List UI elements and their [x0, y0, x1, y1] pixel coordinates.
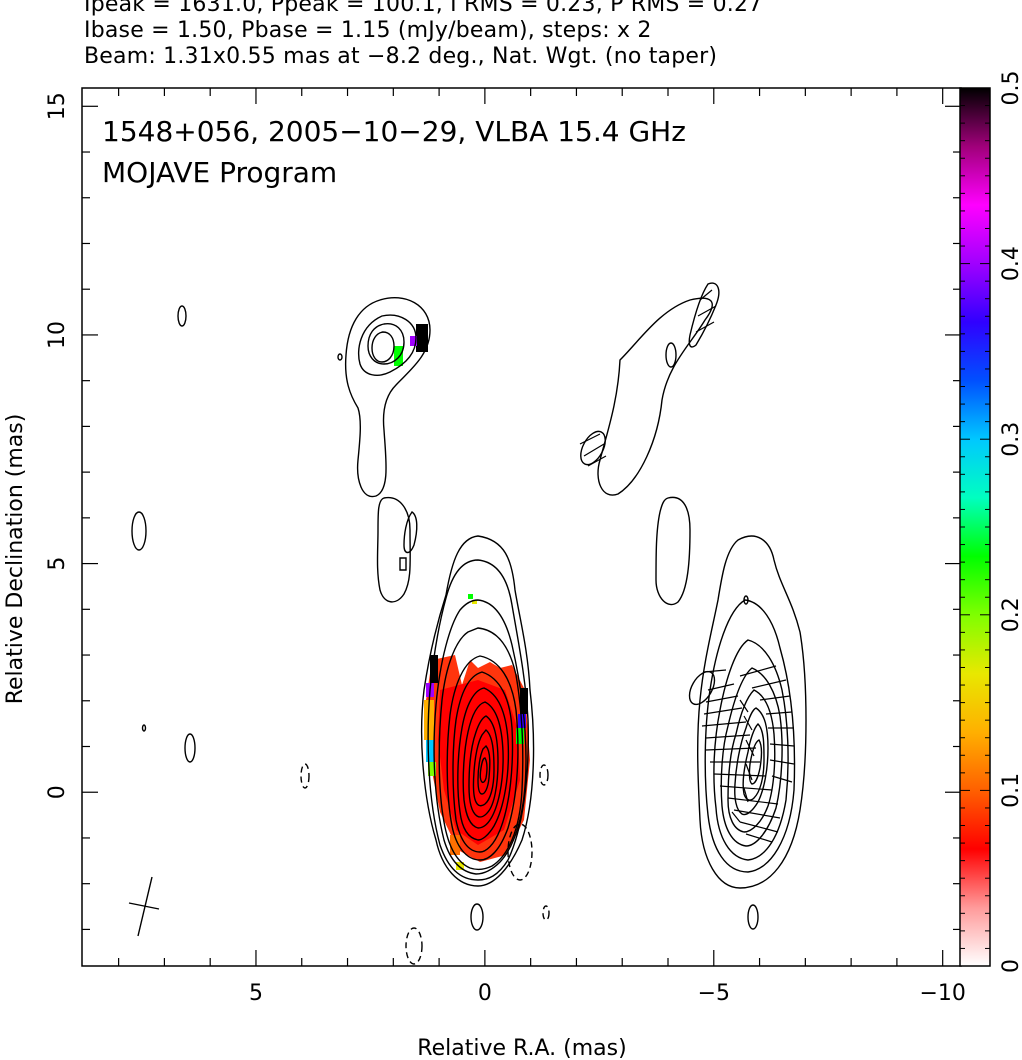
colorbar: 0 0.1 0.2 0.3 0.4 0.5	[959, 71, 1022, 974]
intensity-map	[128, 296, 550, 965]
colorbar-ticks	[960, 87, 990, 967]
y-tick-label: 10	[45, 321, 70, 349]
chart-title: 1548+056, 2005−10−29, VLBA 15.4 GHz	[102, 115, 686, 148]
header-beam-line: Beam: 1.31x0.55 mas at −8.2 deg., Nat. W…	[84, 44, 718, 69]
x-axis-label: Relative R.A. (mas)	[417, 1036, 626, 1060]
beam-symbol	[128, 876, 160, 937]
colorbar-tick-label: 0.1	[999, 773, 1022, 808]
y-tick-label: 15	[45, 92, 70, 120]
colorbar-tick-label: 0.3	[999, 422, 1022, 457]
x-tick-label: 5	[249, 981, 263, 1006]
axis-tick-labels: 5 0 −5 −10 0 5 10 15	[45, 92, 966, 1006]
x-tick-label: 0	[478, 981, 492, 1006]
x-tick-label: −5	[698, 981, 730, 1006]
header-peak-line: Ipeak = 1631.0, Ppeak = 100.1, I RMS = 0…	[84, 0, 763, 17]
y-tick-label: 5	[45, 557, 70, 571]
y-tick-label: 0	[45, 785, 70, 799]
colorbar-tick-label: 0.2	[999, 597, 1022, 632]
colorbar-tick-label: 0.5	[999, 71, 1022, 106]
colorbar-tick-label: 0.4	[999, 246, 1022, 281]
polarization-map	[579, 282, 807, 930]
colorbar-tick-labels: 0 0.1 0.2 0.3 0.4 0.5	[999, 71, 1022, 974]
y-axis-label: Relative Declination (mas)	[3, 414, 28, 705]
plot-frame	[81, 87, 962, 967]
header-base-line: Ibase = 1.50, Pbase = 1.15 (mJy/beam), s…	[84, 18, 652, 43]
chart-subtitle: MOJAVE Program	[102, 156, 337, 189]
x-tick-label: −10	[919, 981, 965, 1006]
axis-ticks	[82, 88, 961, 966]
colorbar-tick-label: 0	[999, 959, 1022, 973]
